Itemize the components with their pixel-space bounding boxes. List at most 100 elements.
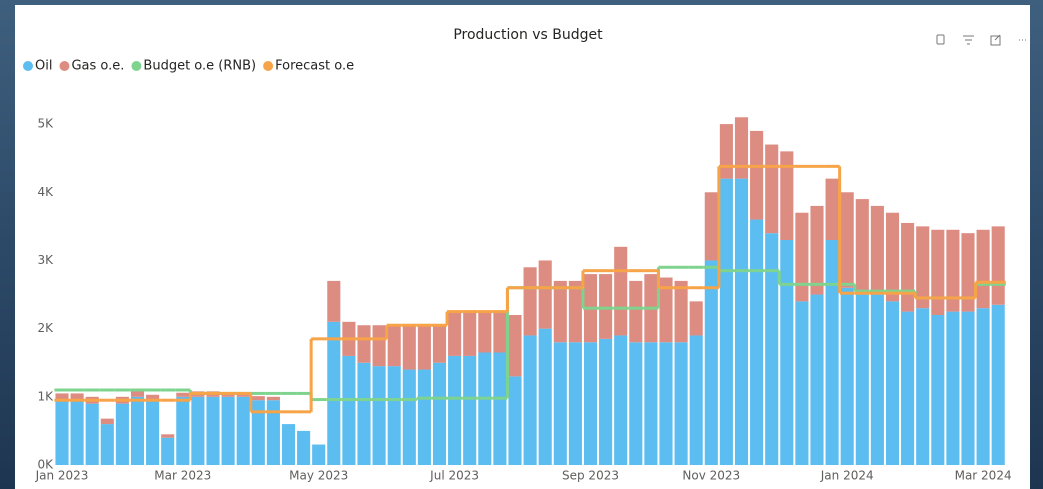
bar-segment bbox=[222, 397, 235, 465]
bar-segment bbox=[388, 366, 401, 465]
legend-marker bbox=[59, 61, 69, 71]
bar-segment bbox=[569, 342, 582, 465]
bar-segment bbox=[659, 342, 672, 465]
bar-segment bbox=[720, 179, 733, 465]
bar-segment bbox=[267, 400, 280, 465]
focus-icon[interactable] bbox=[991, 35, 1000, 45]
y-tick-label: 5K bbox=[37, 117, 54, 131]
page: Production vs Budget 0K1K2K3K4K5KJan 202… bbox=[0, 0, 1043, 489]
bar-segment bbox=[750, 220, 763, 465]
bar-segment bbox=[327, 322, 340, 465]
bar-segment bbox=[750, 131, 763, 220]
bar-segment bbox=[841, 192, 854, 287]
copy-icon[interactable] bbox=[937, 35, 944, 44]
bar-segment bbox=[584, 342, 597, 465]
bar-segment bbox=[780, 151, 793, 240]
bar-segment bbox=[131, 391, 144, 396]
bar-segment bbox=[977, 308, 990, 465]
bar-segment bbox=[961, 233, 974, 311]
bar-segment bbox=[675, 342, 688, 465]
bar-segment bbox=[418, 370, 431, 465]
bar-segment bbox=[614, 335, 627, 465]
bar-segment bbox=[901, 312, 914, 465]
bar-segment bbox=[252, 396, 265, 400]
bar-segment bbox=[297, 431, 310, 465]
bar-segment bbox=[795, 213, 808, 302]
bar-segment bbox=[493, 312, 506, 353]
bar-segment bbox=[161, 434, 174, 437]
x-tick-label: Nov 2023 bbox=[682, 469, 740, 483]
bar-segment bbox=[810, 206, 823, 295]
bar-segment bbox=[720, 124, 733, 179]
bar-segment bbox=[524, 267, 537, 335]
bar-segment bbox=[327, 281, 340, 322]
bar-segment bbox=[599, 274, 612, 339]
bar-segment bbox=[388, 325, 401, 366]
bar-segment bbox=[539, 329, 552, 465]
chart: Production vs Budget 0K1K2K3K4K5KJan 202… bbox=[0, 0, 1043, 489]
visual-header-icons[interactable] bbox=[937, 35, 1026, 45]
bar-segment bbox=[463, 312, 476, 356]
bar-segment bbox=[101, 419, 114, 424]
x-tick-label: Sep 2023 bbox=[562, 469, 619, 483]
bar-segment bbox=[493, 353, 506, 466]
bar-segment bbox=[55, 400, 68, 465]
y-tick-label: 2K bbox=[37, 321, 54, 335]
bar-segment bbox=[418, 325, 431, 369]
bar-segment bbox=[176, 397, 189, 465]
y-tick-label: 1K bbox=[37, 389, 54, 403]
bar-segment bbox=[342, 356, 355, 465]
bar-segment bbox=[508, 315, 521, 376]
y-tick-label: 4K bbox=[37, 185, 54, 199]
bar-segment bbox=[252, 400, 265, 465]
bar-segment bbox=[977, 230, 990, 308]
bar-segment bbox=[554, 342, 567, 465]
bar-segment bbox=[871, 206, 884, 295]
bar-segment bbox=[856, 199, 869, 294]
x-tick-label: Jan 2023 bbox=[35, 469, 89, 483]
x-tick-label: Jul 2023 bbox=[429, 469, 479, 483]
bar-segment bbox=[961, 312, 974, 465]
bar-segment bbox=[901, 223, 914, 312]
bar-segment bbox=[554, 281, 567, 342]
bar-segment bbox=[916, 226, 929, 308]
x-tick-label: Mar 2023 bbox=[154, 469, 211, 483]
x-tick-label: Mar 2024 bbox=[955, 469, 1012, 483]
bar-segment bbox=[795, 301, 808, 465]
bar-segment bbox=[916, 308, 929, 465]
bar-segment bbox=[403, 325, 416, 369]
bar-segment bbox=[992, 305, 1005, 465]
bar-segment bbox=[433, 363, 446, 465]
bar-segment bbox=[675, 281, 688, 342]
legend-label: Budget o.e (RNB) bbox=[143, 59, 256, 74]
bar-segment bbox=[161, 438, 174, 465]
bar-segment bbox=[946, 312, 959, 465]
legend-label: Gas o.e. bbox=[71, 59, 124, 74]
bar-segment bbox=[780, 240, 793, 465]
chart-title: Production vs Budget bbox=[453, 27, 603, 43]
bar-segment bbox=[705, 260, 718, 465]
bar-segment bbox=[765, 145, 778, 234]
bar-segment bbox=[312, 445, 325, 465]
bar-segment bbox=[826, 179, 839, 240]
legend-marker bbox=[23, 61, 33, 71]
bar-segment bbox=[735, 117, 748, 178]
bar-segment bbox=[765, 233, 778, 465]
bar-segment bbox=[86, 404, 99, 465]
bar-segment bbox=[810, 295, 823, 465]
bar-segment bbox=[478, 312, 491, 353]
bar-segment bbox=[176, 393, 189, 397]
bar-segment bbox=[101, 424, 114, 465]
bar-segment bbox=[856, 295, 869, 465]
bar-segment bbox=[463, 356, 476, 465]
x-tick-label: May 2023 bbox=[289, 469, 348, 483]
bar-segment bbox=[826, 240, 839, 465]
bar-segment bbox=[373, 325, 386, 366]
bar-segment bbox=[206, 397, 219, 465]
bar-segment bbox=[237, 397, 250, 465]
bar-segment bbox=[373, 366, 386, 465]
bar-segment bbox=[116, 404, 129, 465]
bar-segment bbox=[614, 247, 627, 336]
filter-icon[interactable] bbox=[963, 36, 974, 44]
bar-segment bbox=[886, 213, 899, 302]
